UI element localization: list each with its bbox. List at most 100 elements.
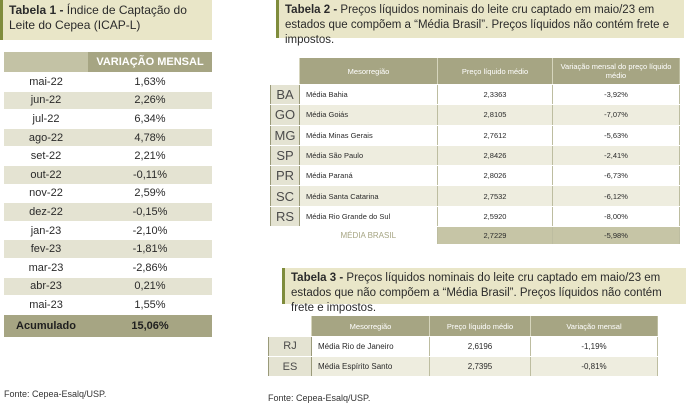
table1-variation: 6,34% — [88, 109, 212, 129]
table3-variacao: -1,19% — [530, 336, 658, 357]
table1-row: abr-23 0,21% — [4, 277, 212, 297]
table1-total-label: Acumulado — [4, 314, 88, 338]
table2-preco: 2,7532 — [437, 185, 553, 207]
table1-month: mai-23 — [4, 295, 88, 315]
table2-preco: 2,8026 — [437, 165, 553, 187]
table1-row: fev-23 -1,81% — [4, 239, 212, 259]
table1-row: jan-23 -2,10% — [4, 221, 212, 241]
table1-header-row: VARIAÇÃO MENSAL — [4, 52, 212, 73]
table3-title-bold: Tabela 3 - — [291, 272, 344, 284]
table1-month: mar-23 — [4, 258, 88, 278]
table2-variacao: -8,00% — [552, 206, 680, 228]
table1-month: abr-23 — [4, 277, 88, 297]
table2-header-variacao: Variação mensal do preço líquido médio — [552, 58, 680, 85]
table1-month: fev-23 — [4, 239, 88, 259]
table2-preco: 2,5920 — [437, 206, 553, 228]
table1-variation: -2,86% — [88, 258, 212, 278]
table1-variation: -1,81% — [88, 239, 212, 259]
table2-uf: BA — [270, 84, 300, 106]
table3-title: Tabela 3 - Preços líquidos nominais do l… — [282, 268, 686, 314]
table2-mesorregiao: Média Santa Catarina — [299, 185, 438, 207]
table2-uf: SC — [270, 185, 300, 207]
table1-row: jul-22 6,34% — [4, 109, 212, 129]
table3-header-preco: Preço líquido médio — [429, 316, 531, 337]
table1-header-month — [4, 52, 88, 73]
table1-title: Tabela 1 - Índice de Captação do Leite d… — [0, 0, 212, 40]
table1-capture-index: VARIAÇÃO MENSAL mai-22 1,63% jun-22 2,26% ju… — [4, 52, 212, 338]
table1-source: Fonte: Cepea-Esalq/USP. — [4, 389, 107, 399]
table2-variacao: -7,07% — [552, 104, 680, 126]
table1-row: dez-22 -0,15% — [4, 202, 212, 222]
table2-uf: GO — [270, 104, 300, 126]
table3-uf: ES — [268, 356, 312, 377]
table2-title-text: Preços líquidos nominais do leite cru ca… — [285, 4, 670, 46]
table1-month: dez-22 — [4, 202, 88, 222]
table3-variacao: -0,81% — [530, 356, 658, 377]
table3-preco: 2,7395 — [429, 356, 531, 377]
table1-variation: 0,21% — [88, 277, 212, 297]
table2-total-variacao: -5,98% — [552, 226, 680, 246]
table2-variacao: -3,92% — [552, 84, 680, 106]
table2-mesorregiao: Média São Paulo — [299, 145, 438, 167]
table1-row: jun-22 2,26% — [4, 91, 212, 111]
table1-month: set-22 — [4, 146, 88, 166]
table1-month: out-22 — [4, 165, 88, 185]
table2-variacao: -2,41% — [552, 145, 680, 167]
table2-title-bold: Tabela 2 - — [285, 4, 338, 16]
table1-variation: 1,55% — [88, 295, 212, 315]
table2-mesorregiao: Média Minas Gerais — [299, 125, 438, 146]
table1-header-variation: VARIAÇÃO MENSAL — [88, 52, 212, 73]
table1-month: jul-22 — [4, 109, 88, 129]
table2-variacao: -6,12% — [552, 185, 680, 207]
table2-total-preco: 2,7229 — [437, 226, 553, 246]
table2-total-row: MÉDIA BRASIL 2,7229 -5,98% — [270, 226, 680, 246]
table1-variation: 2,26% — [88, 91, 212, 111]
table1-row: mai-22 1,63% — [4, 72, 212, 92]
table1-variation: 2,21% — [88, 146, 212, 166]
table3-preco: 2,6196 — [429, 336, 531, 357]
table3-header-mesorregiao: Mesorregião — [311, 316, 430, 337]
table1-variation: 1,63% — [88, 72, 212, 92]
table2-uf: SP — [270, 145, 300, 167]
table2-row: RS Média Rio Grande do Sul 2,5920 -8,00% — [270, 206, 680, 228]
table2-title: Tabela 2 - Preços líquidos nominais do l… — [276, 0, 684, 46]
table2-row: BA Média Bahia 2,3363 -3,92% — [270, 84, 680, 106]
table1-title-text: Índice de Captação do Leite do Cepea (IC… — [9, 3, 187, 32]
table1-month: jan-23 — [4, 221, 88, 241]
table2-variacao: -6,73% — [552, 165, 680, 187]
table1-total-value: 15,06% — [88, 314, 212, 338]
table2-mesorregiao: Média Paraná — [299, 165, 438, 187]
table1-row: ago-22 4,78% — [4, 128, 212, 148]
table2-row: SP Média São Paulo 2,8426 -2,41% — [270, 145, 680, 167]
table3-header-row: Mesorregião Preço líquido médio Variação… — [268, 316, 658, 337]
table3-header-uf — [268, 316, 312, 337]
table1-variation: -2,10% — [88, 221, 212, 241]
table3-row: RJ Média Rio de Janeiro 2,6196 -1,19% — [268, 336, 658, 357]
table2-header-uf — [270, 58, 300, 85]
table2-preco: 2,8426 — [437, 145, 553, 167]
table1-title-bold: Tabela 1 - — [9, 3, 64, 17]
table3-mesorregiao: Média Rio de Janeiro — [311, 336, 430, 357]
table3-uf: RJ — [268, 336, 312, 357]
table2-mesorregiao: Média Rio Grande do Sul — [299, 206, 438, 228]
table2-preco: 2,8105 — [437, 104, 553, 126]
table2-total-label: MÉDIA BRASIL — [299, 226, 438, 246]
table1-row: nov-22 2,59% — [4, 184, 212, 204]
table2-uf: PR — [270, 165, 300, 187]
table2-total-uf — [270, 226, 300, 245]
table1-row: out-22 -0,11% — [4, 165, 212, 185]
table2-row: PR Média Paraná 2,8026 -6,73% — [270, 165, 680, 187]
table2-mesorregiao: Média Bahia — [299, 84, 438, 106]
table2-media-brasil: Mesorregião Preço líquido médio Variação… — [270, 58, 680, 246]
table3-row: ES Média Espírito Santo 2,7395 -0,81% — [268, 356, 658, 377]
table3-mesorregiao: Média Espírito Santo — [311, 356, 430, 377]
table2-row: SC Média Santa Catarina 2,7532 -6,12% — [270, 185, 680, 207]
table1-variation: -0,11% — [88, 165, 212, 185]
table2-uf: MG — [270, 125, 300, 146]
table2-header-preco: Preço líquido médio — [437, 58, 553, 85]
table1-total-row: Acumulado 15,06% — [4, 314, 212, 338]
table3-header-variacao: Variação mensal — [530, 316, 658, 337]
table1-variation: 2,59% — [88, 184, 212, 204]
table1-month: nov-22 — [4, 184, 88, 204]
table2-row: MG Média Minas Gerais 2,7612 -5,63% — [270, 125, 680, 146]
